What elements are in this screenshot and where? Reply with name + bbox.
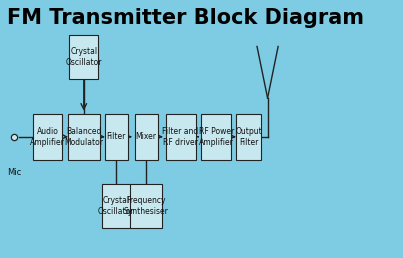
Bar [102, 184, 131, 228]
Bar [135, 114, 158, 160]
Text: Mic: Mic [7, 168, 21, 177]
Text: Output
Filter: Output Filter [235, 127, 262, 147]
Bar [201, 114, 231, 160]
Bar [33, 114, 62, 160]
Bar [130, 184, 162, 228]
Text: Filter: Filter [106, 132, 126, 141]
Bar [68, 114, 100, 160]
Bar [69, 35, 98, 79]
Text: FM Transmitter Block Diagram: FM Transmitter Block Diagram [7, 8, 364, 28]
Bar [236, 114, 261, 160]
Text: Audio
Amplifier: Audio Amplifier [30, 127, 65, 147]
Text: Crystal
Oscillator: Crystal Oscillator [66, 47, 102, 67]
Text: Frequency
Synthesiser: Frequency Synthesiser [124, 196, 168, 216]
Text: Filter and
RF driver: Filter and RF driver [162, 127, 199, 147]
Text: Mixer: Mixer [136, 132, 157, 141]
Text: Crystal
Oscillator: Crystal Oscillator [98, 196, 135, 216]
Text: Balanced
Modulator: Balanced Modulator [64, 127, 103, 147]
Bar [166, 114, 195, 160]
Bar [105, 114, 128, 160]
Text: RF Power
Amplifier: RF Power Amplifier [199, 127, 234, 147]
